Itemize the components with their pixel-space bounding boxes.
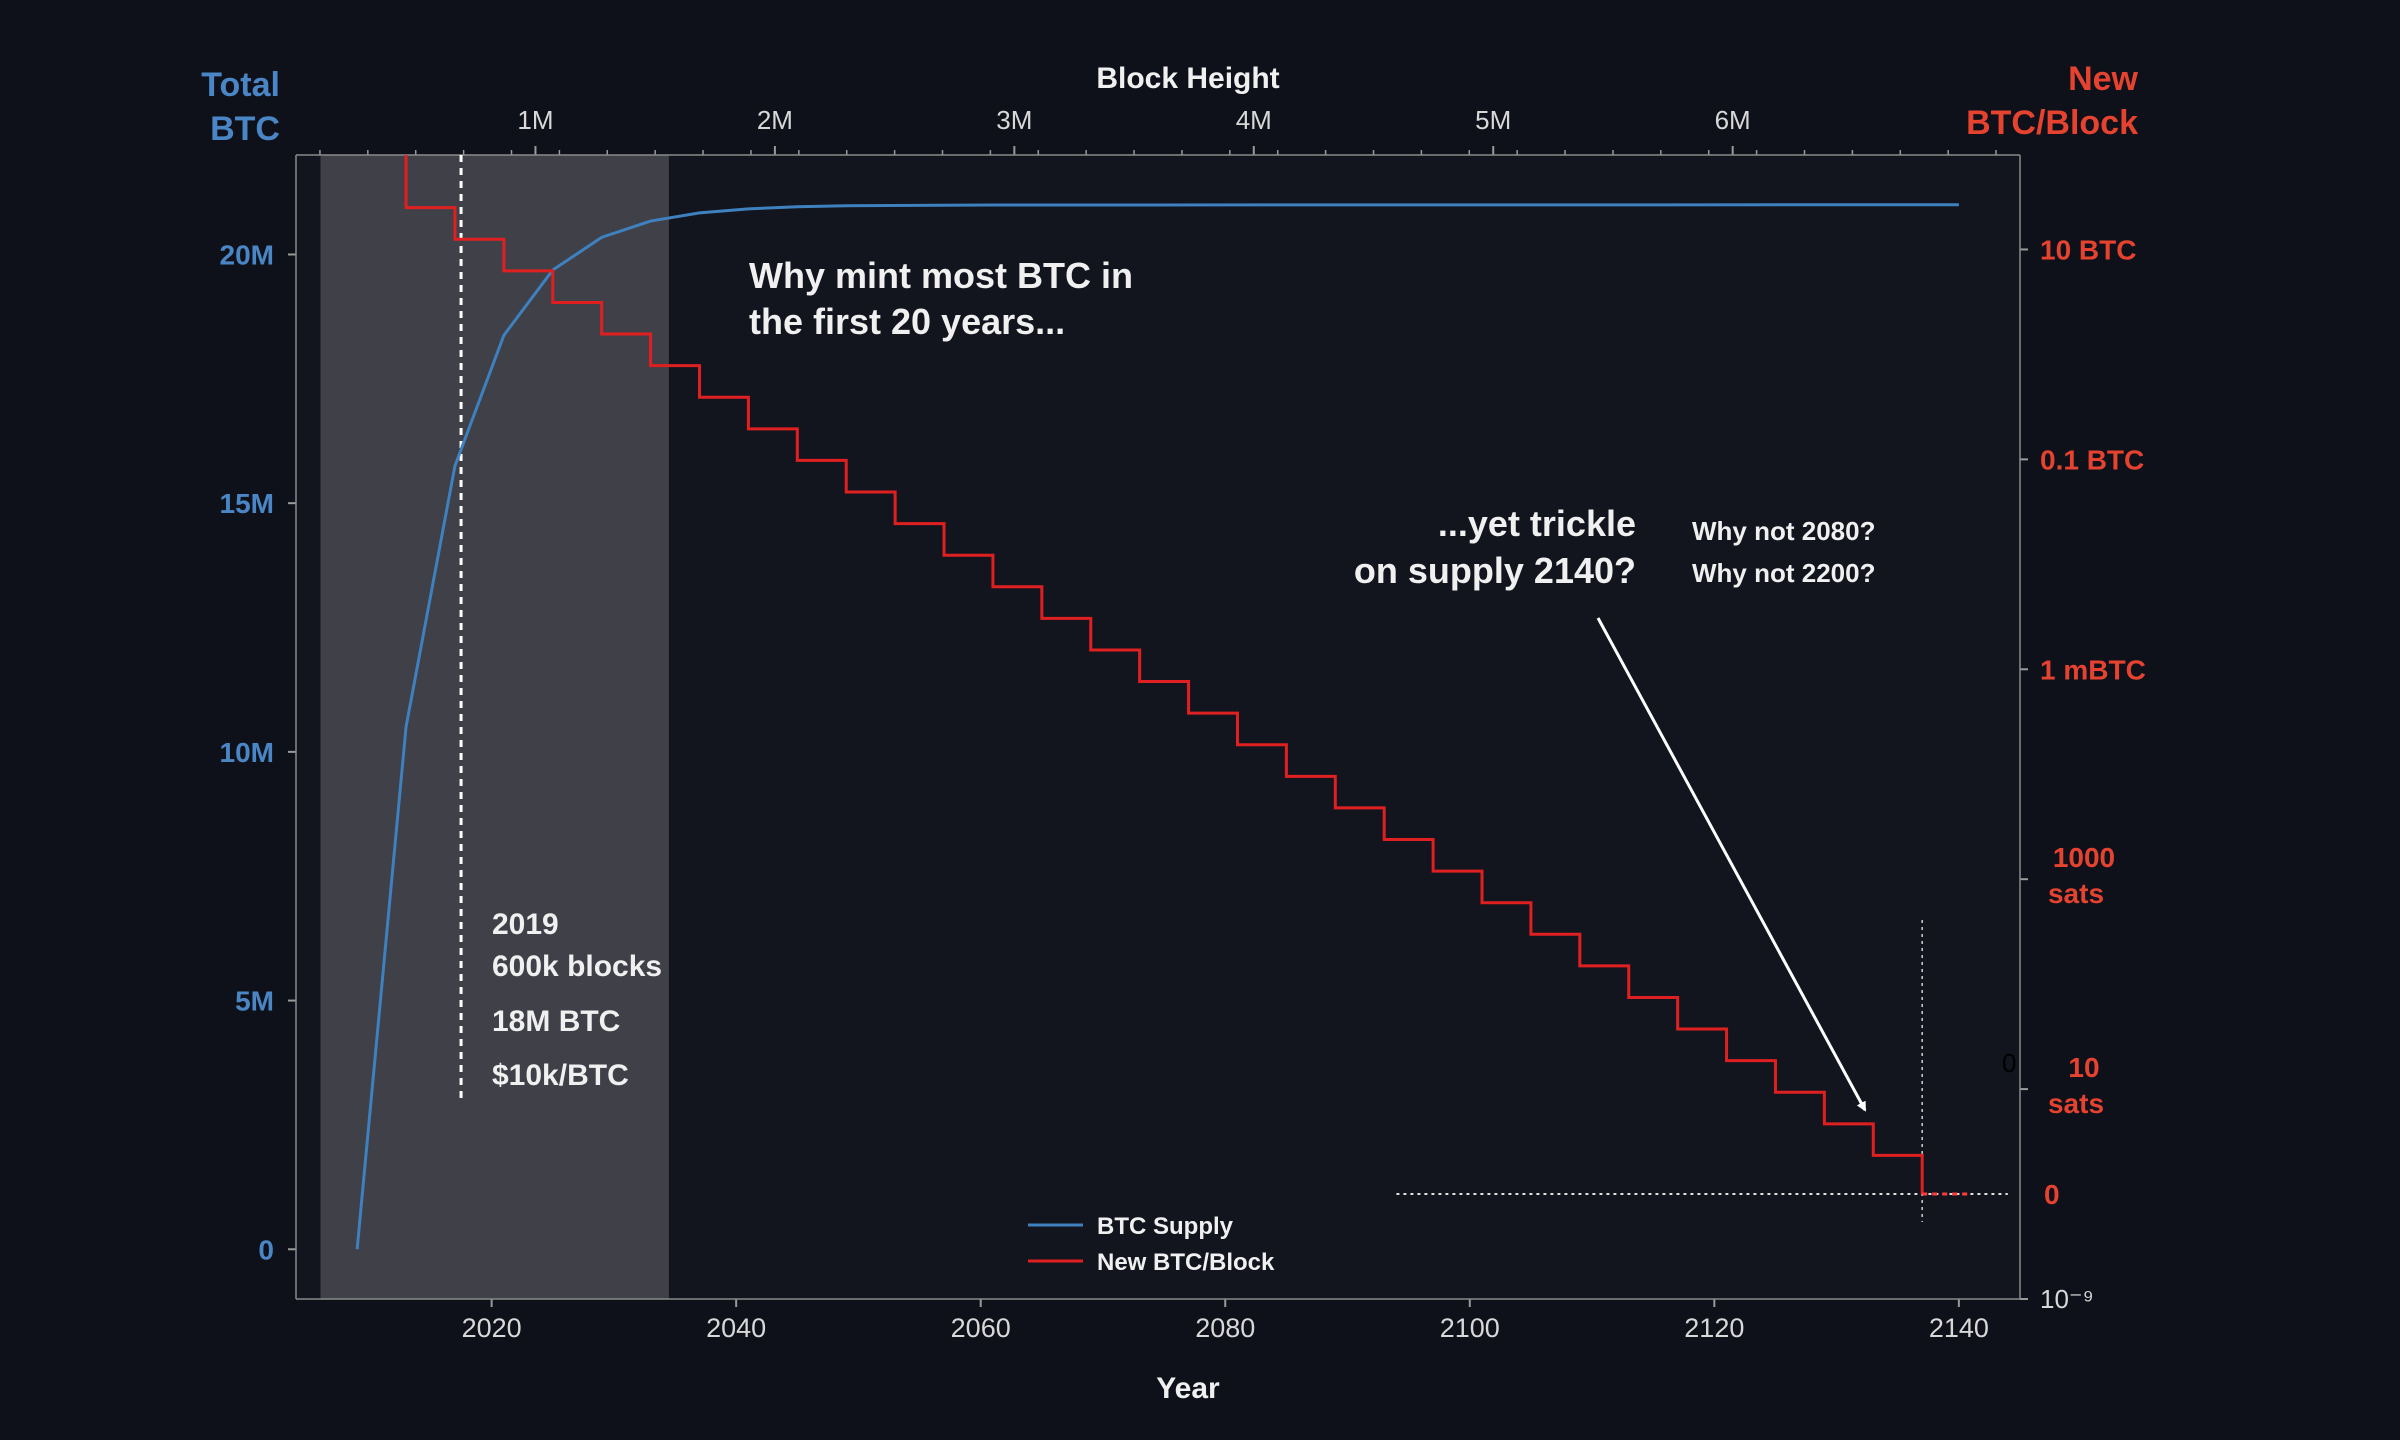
bottom-tick-label: 2120 xyxy=(1684,1313,1744,1343)
top-tick-label: 3M xyxy=(996,105,1032,135)
legend-label-btc-supply: BTC Supply xyxy=(1097,1213,1234,1240)
top-tick-label: 5M xyxy=(1475,105,1511,135)
right-tick-label: 1 mBTC xyxy=(2040,654,2146,685)
right-axis-ticks: 10 BTC 0.1 BTC 1 mBTC 1000 sats 10 sats 0 10⁻⁹ 0 xyxy=(2002,234,2146,1314)
annotation-why-not-2080: Why not 2080? xyxy=(1692,516,1875,546)
right-tick-label-unit: sats xyxy=(2048,878,2104,909)
bottom-tick-label: 2100 xyxy=(1440,1313,1500,1343)
annotation-stat-blocks: 600k blocks xyxy=(492,950,662,983)
left-axis-title-line1: Total xyxy=(201,66,280,104)
top-axis-ticks: 1M 2M 3M 4M 5M 6M xyxy=(319,105,1997,155)
top-tick-label: 6M xyxy=(1715,105,1751,135)
top-tick-label: 1M xyxy=(517,105,553,135)
left-tick-label: 15M xyxy=(220,488,274,519)
top-tick-label: 2M xyxy=(757,105,793,135)
bottom-tick-label: 2140 xyxy=(1929,1313,1989,1343)
right-tick-label: 10 xyxy=(2068,1052,2099,1083)
right-tick-label: 10 BTC xyxy=(2040,234,2136,265)
annotation-stat-price: $10k/BTC xyxy=(492,1059,629,1092)
left-axis-title-line2: BTC xyxy=(210,110,280,148)
right-bottom-label: 10⁻⁹ xyxy=(2040,1284,2094,1314)
btc-supply-line xyxy=(355,203,1959,1250)
bottom-tick-label: 2020 xyxy=(462,1313,522,1343)
bottom-tick-label: 2080 xyxy=(1195,1313,1255,1343)
new-btc-per-block-line xyxy=(404,155,1924,1195)
annotation-question-line1: Why mint most BTC in xyxy=(749,255,1133,296)
left-tick-label: 0 xyxy=(258,1234,274,1265)
bottom-axis-title: Year xyxy=(1156,1372,1220,1405)
annotation-arrow xyxy=(1596,617,1867,1112)
right-zero-label: 0 xyxy=(2044,1179,2060,1210)
annotation-why-not-2200: Why not 2200? xyxy=(1692,558,1875,588)
right-tick-label: 0.1 BTC xyxy=(2040,444,2144,475)
annotation-trickle-line2: on supply 2140? xyxy=(1354,550,1636,591)
annotation-question-line2: the first 20 years... xyxy=(749,301,1065,342)
bottom-tick-label: 2060 xyxy=(951,1313,1011,1343)
top-axis-title: Block Height xyxy=(1096,62,1279,95)
shaded-region xyxy=(320,155,669,1299)
right-tick-label-unit: sats xyxy=(2048,1088,2104,1119)
left-tick-label: 20M xyxy=(220,239,274,270)
left-tick-label: 5M xyxy=(235,986,274,1017)
annotation-trickle-line1: ...yet trickle xyxy=(1438,503,1636,544)
top-tick-label: 4M xyxy=(1236,105,1272,135)
legend: BTC Supply New BTC/Block xyxy=(1028,1213,1275,1276)
left-tick-label: 10M xyxy=(220,737,274,768)
bottom-axis-ticks: 2020 2040 2060 2080 2100 2120 2140 xyxy=(462,1299,1989,1343)
right-axis-title-line2: BTC/Block xyxy=(1966,104,2138,142)
legend-label-new-btc-block: New BTC/Block xyxy=(1097,1249,1275,1276)
right-stray-label: 0 xyxy=(2002,1048,2016,1078)
annotation-stat-year: 2019 xyxy=(492,908,559,941)
right-tick-label: 1000 xyxy=(2053,842,2115,873)
annotation-stat-supply: 18M BTC xyxy=(492,1005,620,1038)
left-axis-ticks: 0 5M 10M 15M 20M xyxy=(220,239,296,1265)
bottom-tick-label: 2040 xyxy=(706,1313,766,1343)
right-axis-title-line1: New xyxy=(2068,60,2138,98)
